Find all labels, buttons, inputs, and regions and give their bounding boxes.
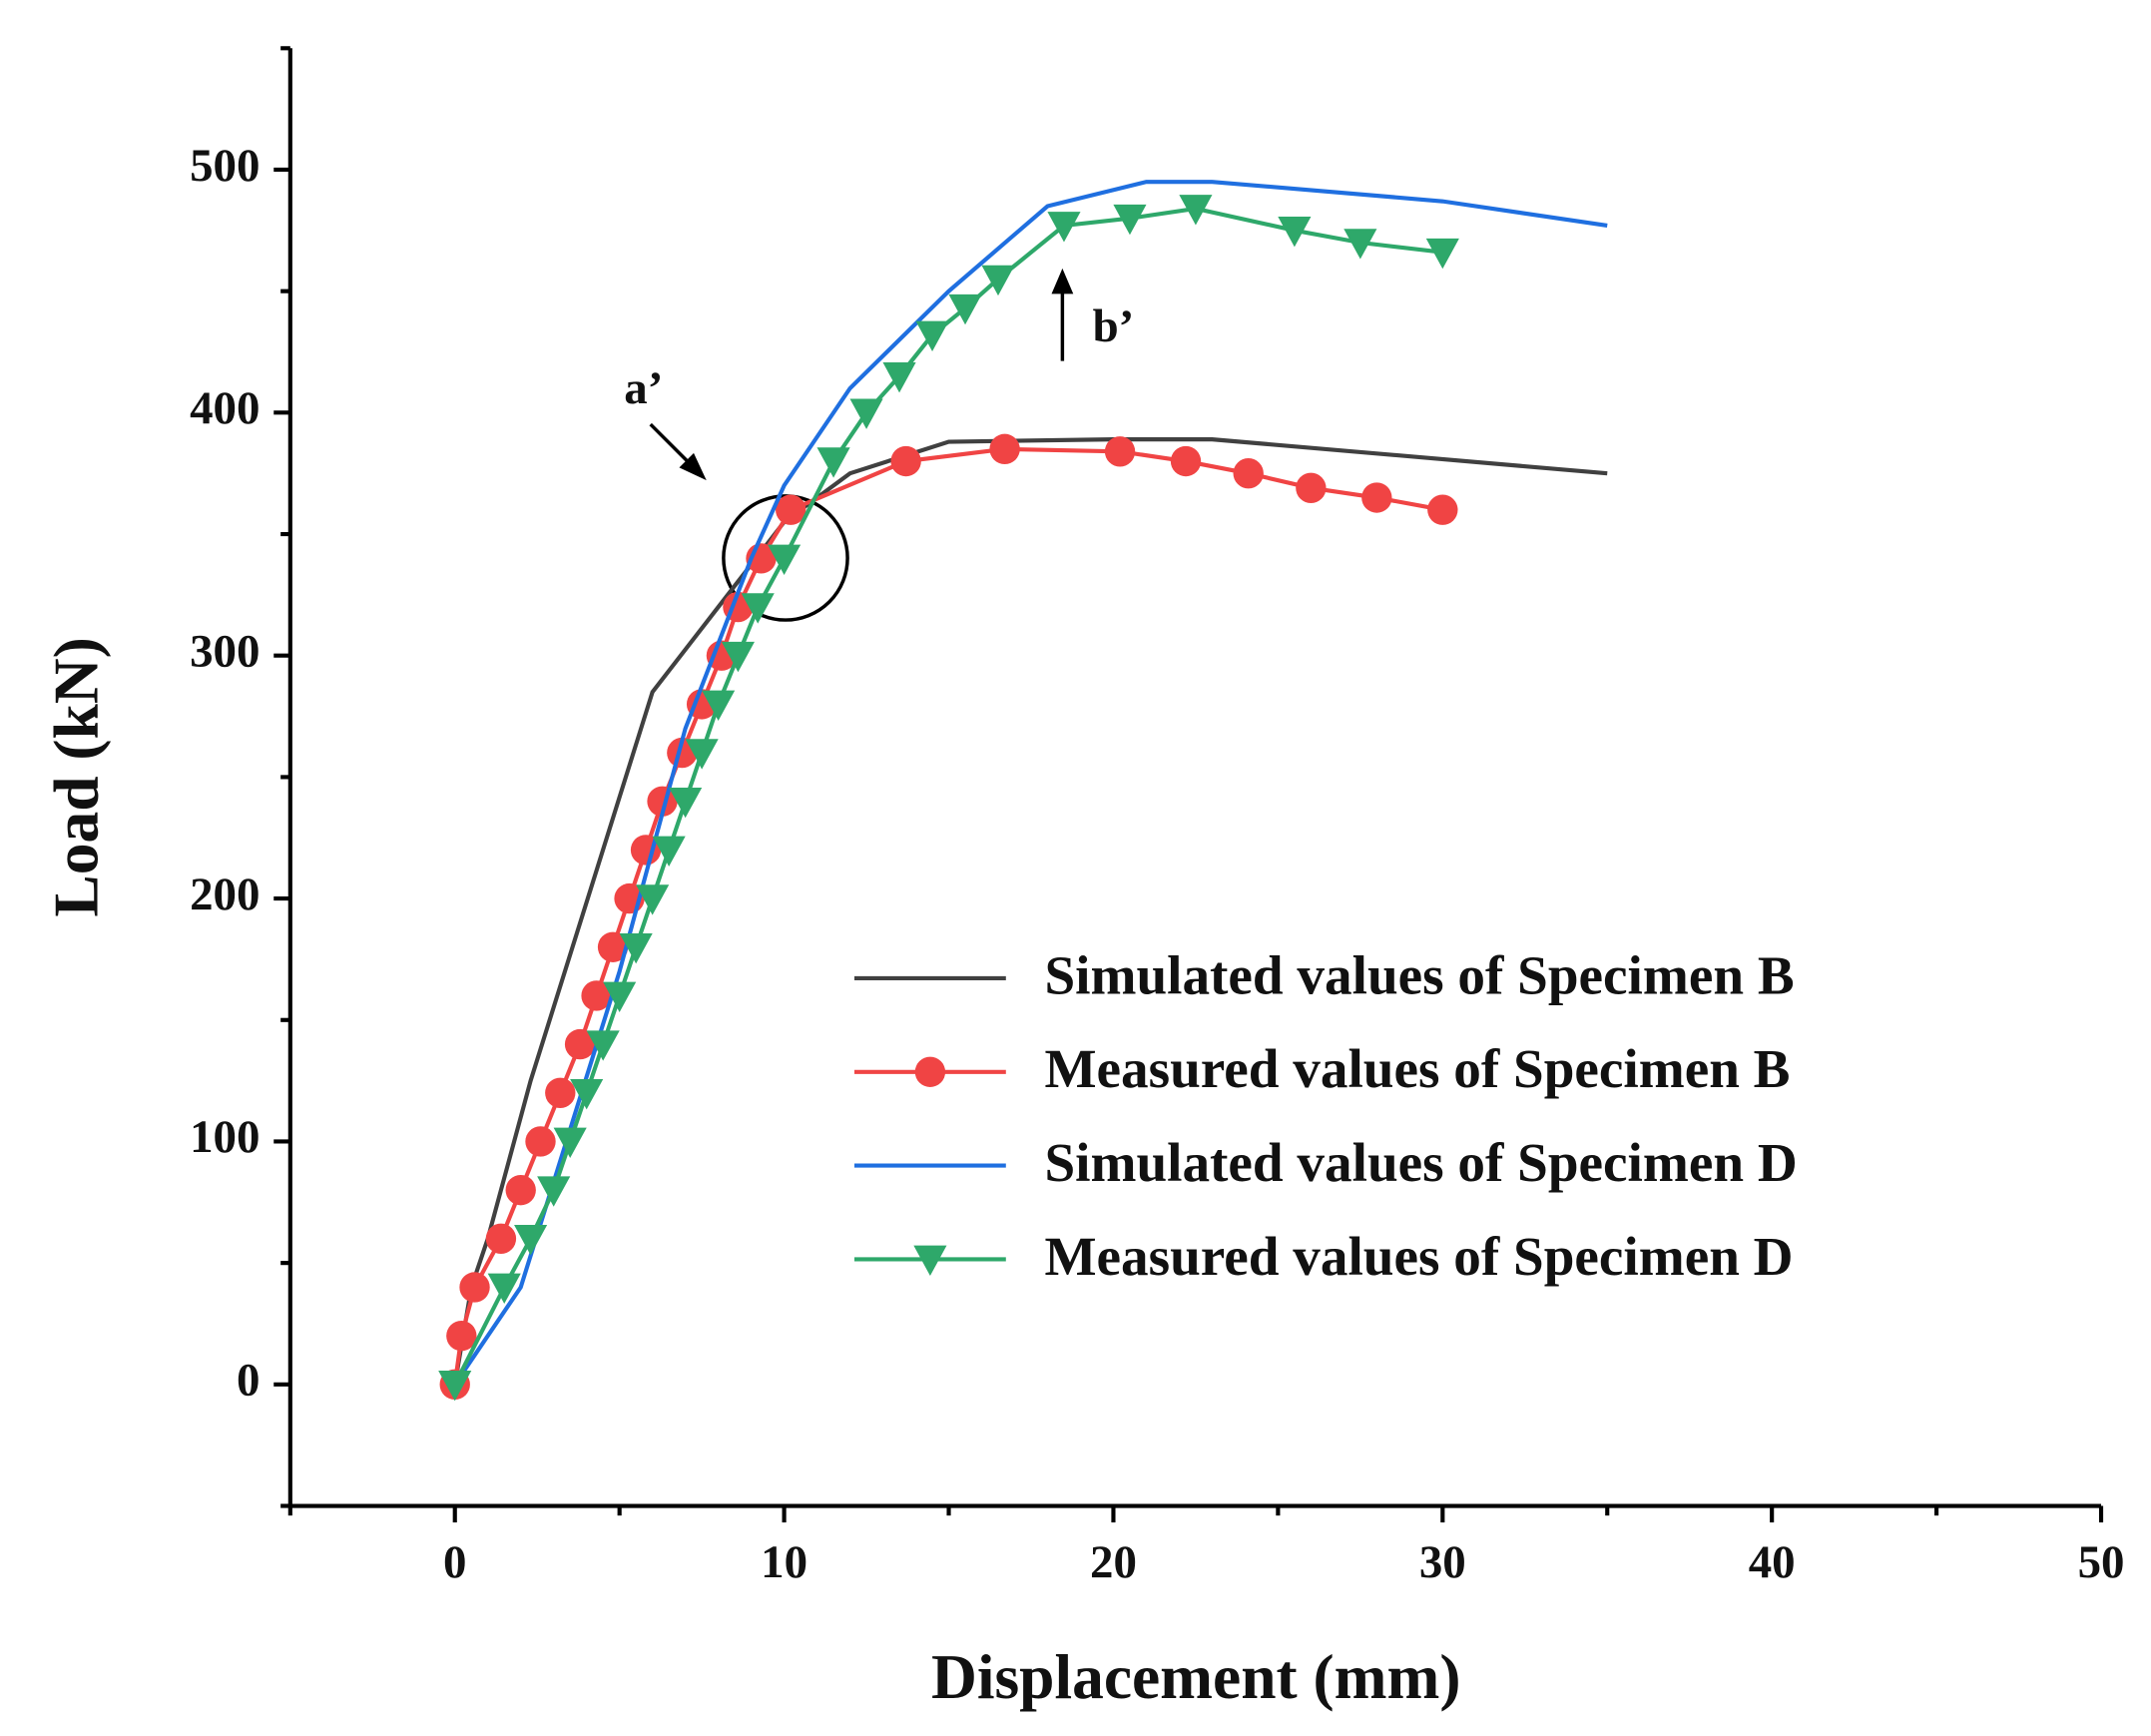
marker	[1179, 195, 1213, 226]
marker	[514, 1225, 548, 1256]
marker	[570, 1078, 604, 1110]
marker	[586, 1030, 620, 1061]
y-tick-label: 500	[190, 140, 260, 192]
x-tick-label: 20	[1090, 1536, 1137, 1588]
marker	[915, 320, 949, 352]
marker	[485, 1223, 517, 1254]
y-tick-label: 0	[237, 1355, 260, 1407]
marker	[914, 1056, 946, 1087]
marker	[849, 398, 883, 429]
y-tick-label: 100	[190, 1111, 260, 1163]
y-tick-label: 200	[190, 868, 260, 920]
marker	[741, 593, 775, 624]
arrow-head	[679, 452, 707, 481]
marker	[487, 1273, 521, 1305]
marker	[776, 494, 807, 525]
series-line	[453, 180, 1608, 1386]
marker	[525, 1126, 556, 1157]
marker	[702, 690, 736, 721]
series-line	[452, 206, 1443, 1386]
marker	[768, 544, 802, 575]
marker	[1296, 472, 1327, 503]
legend-label: Simulated values of Specimen D	[1044, 1132, 1797, 1193]
annotation: a’	[624, 362, 663, 414]
marker	[1047, 212, 1081, 243]
marker	[619, 932, 653, 964]
x-axis-title: Displacement (mm)	[931, 1641, 1461, 1712]
marker	[981, 265, 1015, 296]
x-tick-label: 30	[1419, 1536, 1466, 1588]
marker	[989, 433, 1020, 465]
x-tick-label: 0	[443, 1536, 466, 1588]
marker	[647, 786, 678, 817]
marker	[669, 787, 703, 819]
marker	[505, 1174, 536, 1206]
annotation: b’	[1093, 300, 1135, 352]
y-tick-label: 400	[190, 382, 260, 434]
marker	[553, 1127, 587, 1159]
marker	[890, 445, 921, 477]
marker	[1278, 217, 1312, 248]
marker	[438, 1371, 472, 1402]
marker	[882, 362, 916, 393]
marker	[1170, 445, 1202, 477]
x-tick-label: 50	[2078, 1536, 2125, 1588]
marker	[1113, 204, 1147, 236]
marker	[459, 1272, 490, 1303]
marker	[1425, 238, 1459, 270]
x-tick-label: 10	[761, 1536, 807, 1588]
marker	[685, 739, 719, 770]
marker	[545, 1077, 576, 1108]
marker	[1361, 482, 1392, 513]
arrow-head	[1051, 268, 1074, 294]
x-tick-label: 40	[1749, 1536, 1796, 1588]
marker	[446, 1320, 477, 1352]
legend-label: Measured values of Specimen B	[1044, 1038, 1790, 1099]
marker	[564, 1028, 596, 1060]
marker	[1344, 229, 1377, 260]
marker	[537, 1176, 571, 1207]
marker	[597, 931, 629, 962]
y-axis-title: Load (kN)	[41, 637, 112, 916]
legend: Simulated values of Specimen B Measured v…	[853, 944, 1798, 1287]
marker	[1104, 436, 1136, 467]
marker	[652, 836, 686, 867]
y-tick-label: 300	[190, 625, 260, 677]
legend-label: Simulated values of Specimen B	[1044, 944, 1794, 1005]
marker	[913, 1245, 947, 1277]
marker	[1233, 458, 1264, 489]
marker	[816, 447, 850, 478]
marker	[636, 884, 670, 915]
marker	[1427, 494, 1458, 525]
legend-label: Measured values of Specimen D	[1044, 1226, 1793, 1287]
marker	[948, 293, 982, 325]
marker	[581, 980, 612, 1011]
marker	[721, 641, 755, 673]
marker	[603, 981, 637, 1013]
